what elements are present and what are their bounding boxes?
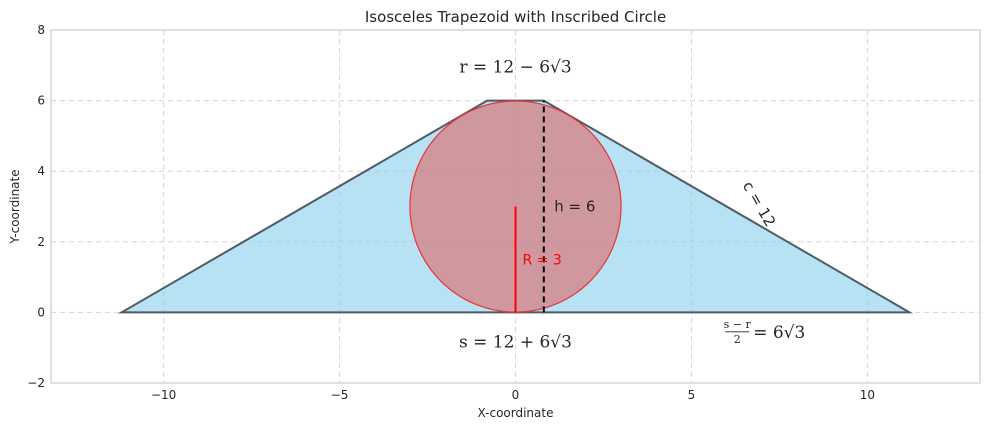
r-label: r = 12 − 6√3 (459, 57, 571, 77)
y-axis-label: Y-coordinate (8, 169, 22, 244)
s-label: s = 12 + 6√3 (459, 333, 572, 353)
x-tick-label: 0 (512, 388, 520, 402)
y-tick-label: 8 (37, 23, 45, 37)
x-axis-label: X-coordinate (478, 406, 554, 420)
y-tick-label: −2 (27, 376, 45, 390)
x-tick-label: 10 (860, 388, 875, 402)
y-tick-label: 0 (37, 305, 45, 319)
ticks: −10 −5 0 5 10 −2 0 2 4 6 8 (27, 23, 875, 402)
x-tick-label: −5 (331, 388, 349, 402)
R-label: R = 3 (523, 252, 562, 268)
chart-title: Isosceles Trapezoid with Inscribed Circl… (365, 8, 666, 26)
half-diff-label: s − r 2 = 6√3 (724, 318, 806, 346)
x-tick-label: −10 (151, 388, 176, 402)
h-label: h = 6 (554, 198, 595, 216)
plot-frame (50, 29, 981, 384)
half-diff-denominator: 2 (734, 333, 741, 346)
y-tick-label: 4 (37, 164, 45, 178)
y-tick-label: 6 (37, 94, 45, 108)
half-diff-numerator: s − r (724, 318, 752, 331)
half-diff-rest: = 6√3 (753, 323, 805, 343)
y-tick-label: 2 (37, 235, 45, 249)
x-tick-label: 5 (688, 388, 696, 402)
